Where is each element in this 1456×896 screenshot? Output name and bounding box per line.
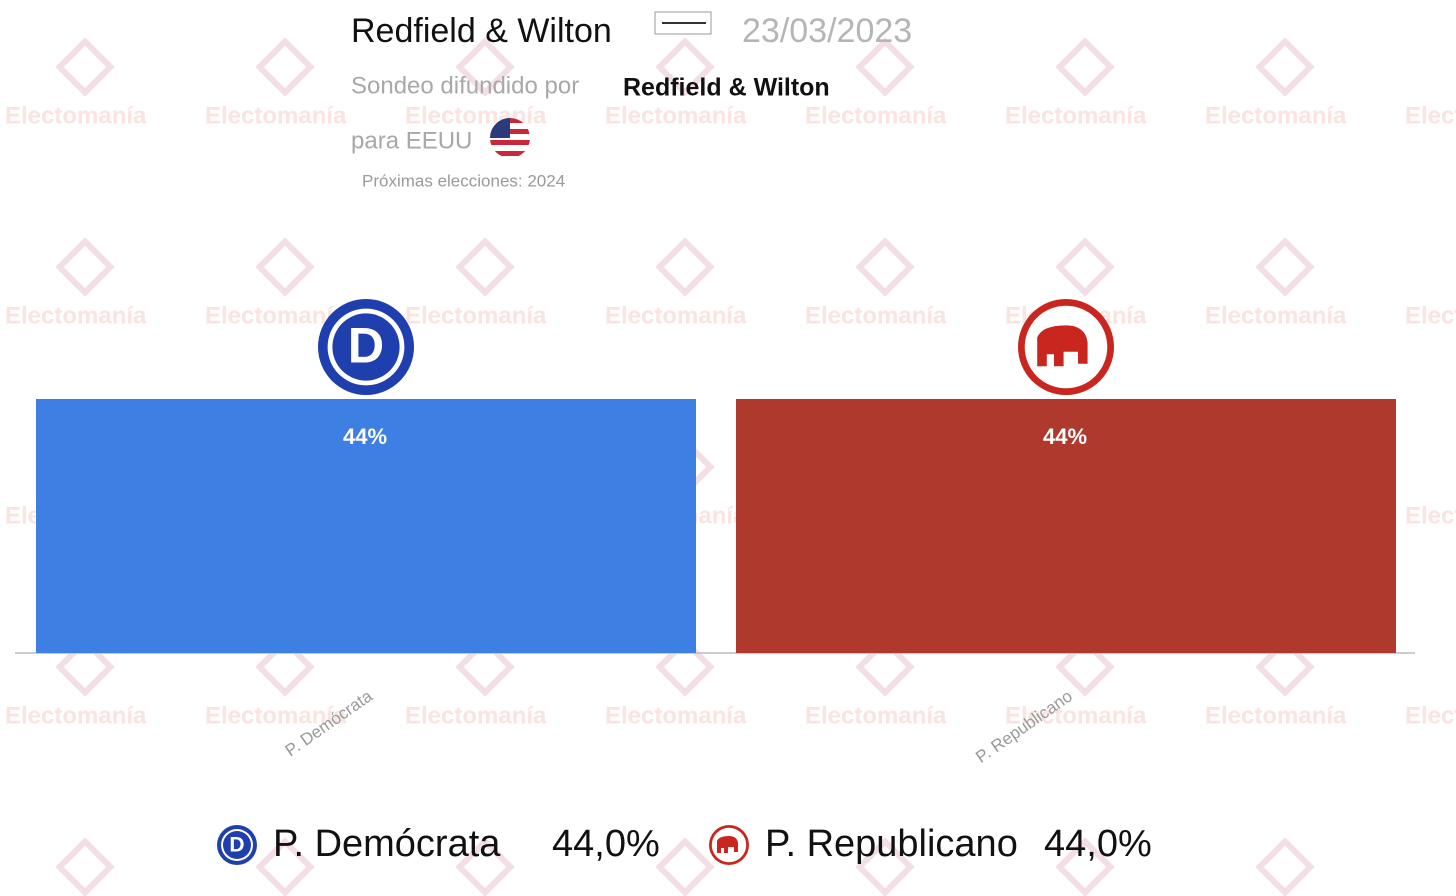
chart-title: Redfield & Wilton (351, 12, 612, 50)
watermark-icon (655, 837, 715, 896)
watermark-icon (255, 837, 315, 896)
watermark-text: Electomanía (405, 702, 547, 729)
watermark-text: Electomanía (605, 302, 747, 329)
watermark-text: Electomanía (1405, 502, 1456, 529)
watermark-text: Electomanía (5, 302, 147, 329)
watermark-icon (1055, 37, 1115, 97)
democrat-logo: D (318, 299, 414, 395)
watermark-icon (455, 837, 515, 896)
logo-letter: D (348, 317, 384, 374)
elephant (717, 836, 738, 853)
watermark-icon (455, 237, 515, 297)
watermark-text: Electomanía (205, 102, 347, 129)
watermark-icon (855, 37, 915, 97)
logo-inner (332, 313, 400, 381)
poll-date: 23/03/2023 (742, 12, 912, 50)
watermark-text: Electomanía (5, 102, 147, 129)
watermark-icon (855, 637, 915, 697)
watermark-icon (55, 237, 115, 297)
watermark-text: Electomanía (1405, 102, 1456, 129)
watermark-icon (855, 837, 915, 896)
pollster-logo (654, 11, 712, 35)
republican-logo (709, 825, 749, 865)
logo-inner (223, 831, 251, 859)
watermark-icon (255, 237, 315, 297)
elephant (1037, 325, 1088, 367)
legend-value: 44,0% (1044, 823, 1152, 865)
watermark-text: Electomanía (205, 302, 347, 329)
watermark-text: Electomanía (1205, 702, 1347, 729)
watermark-text: Electomanía (405, 302, 547, 329)
value-label: 44% (1043, 424, 1087, 449)
watermark-icon (55, 637, 115, 697)
watermark-icon (1055, 837, 1115, 896)
watermark-icon (455, 637, 515, 697)
watermark-text: Electomanía (805, 302, 947, 329)
democrat-logo: D (217, 825, 257, 865)
watermark-text: Electomanía (805, 102, 947, 129)
watermark-icon (655, 37, 715, 97)
source-prefix: Sondeo difundido por (351, 72, 579, 99)
watermark-text: Electomanía (605, 102, 747, 129)
us-flag (490, 118, 530, 158)
republican-logo (1018, 299, 1114, 395)
watermark-text: Electomanía (1005, 102, 1147, 129)
logo-letter: D (229, 834, 244, 857)
region: para EEUU (351, 127, 472, 154)
legend-value: 44,0% (552, 823, 660, 865)
bar (736, 399, 1396, 653)
next-election: Próximas elecciones: 2024 (362, 171, 565, 190)
watermark-icon (255, 37, 315, 97)
watermark-icon (1055, 637, 1115, 697)
value-label: 44% (343, 424, 387, 449)
source: Redfield & Wilton (623, 74, 830, 102)
watermark-text: Electomanía (1405, 702, 1456, 729)
watermark-icon (1055, 237, 1115, 297)
watermark-text: Electomanía (605, 702, 747, 729)
watermark-icon (55, 837, 115, 896)
legend-label: P. Demócrata (273, 823, 501, 865)
watermark-icon (1255, 237, 1315, 297)
watermark-text: Electomanía (205, 702, 347, 729)
bar (36, 399, 696, 653)
watermark-text: Electomanía (1205, 102, 1347, 129)
watermark-icon (655, 237, 715, 297)
watermark-icon (455, 37, 515, 97)
watermark-text: Electomanía (1205, 302, 1347, 329)
watermark-text: Electomanía (805, 702, 947, 729)
watermark-icon (655, 637, 715, 697)
watermark-icon (1255, 637, 1315, 697)
watermark-text: Electomanía (1005, 702, 1147, 729)
watermark-icon (855, 237, 915, 297)
watermark-icon (1255, 37, 1315, 97)
legend-label: P. Republicano (765, 823, 1018, 865)
watermark-text: Electomanía (5, 702, 147, 729)
watermark-icon (255, 637, 315, 697)
watermark-text: Electomanía (405, 102, 547, 129)
watermark-icon (1255, 837, 1315, 896)
watermark-icon (55, 37, 115, 97)
watermark-text: Electomanía (1405, 302, 1456, 329)
